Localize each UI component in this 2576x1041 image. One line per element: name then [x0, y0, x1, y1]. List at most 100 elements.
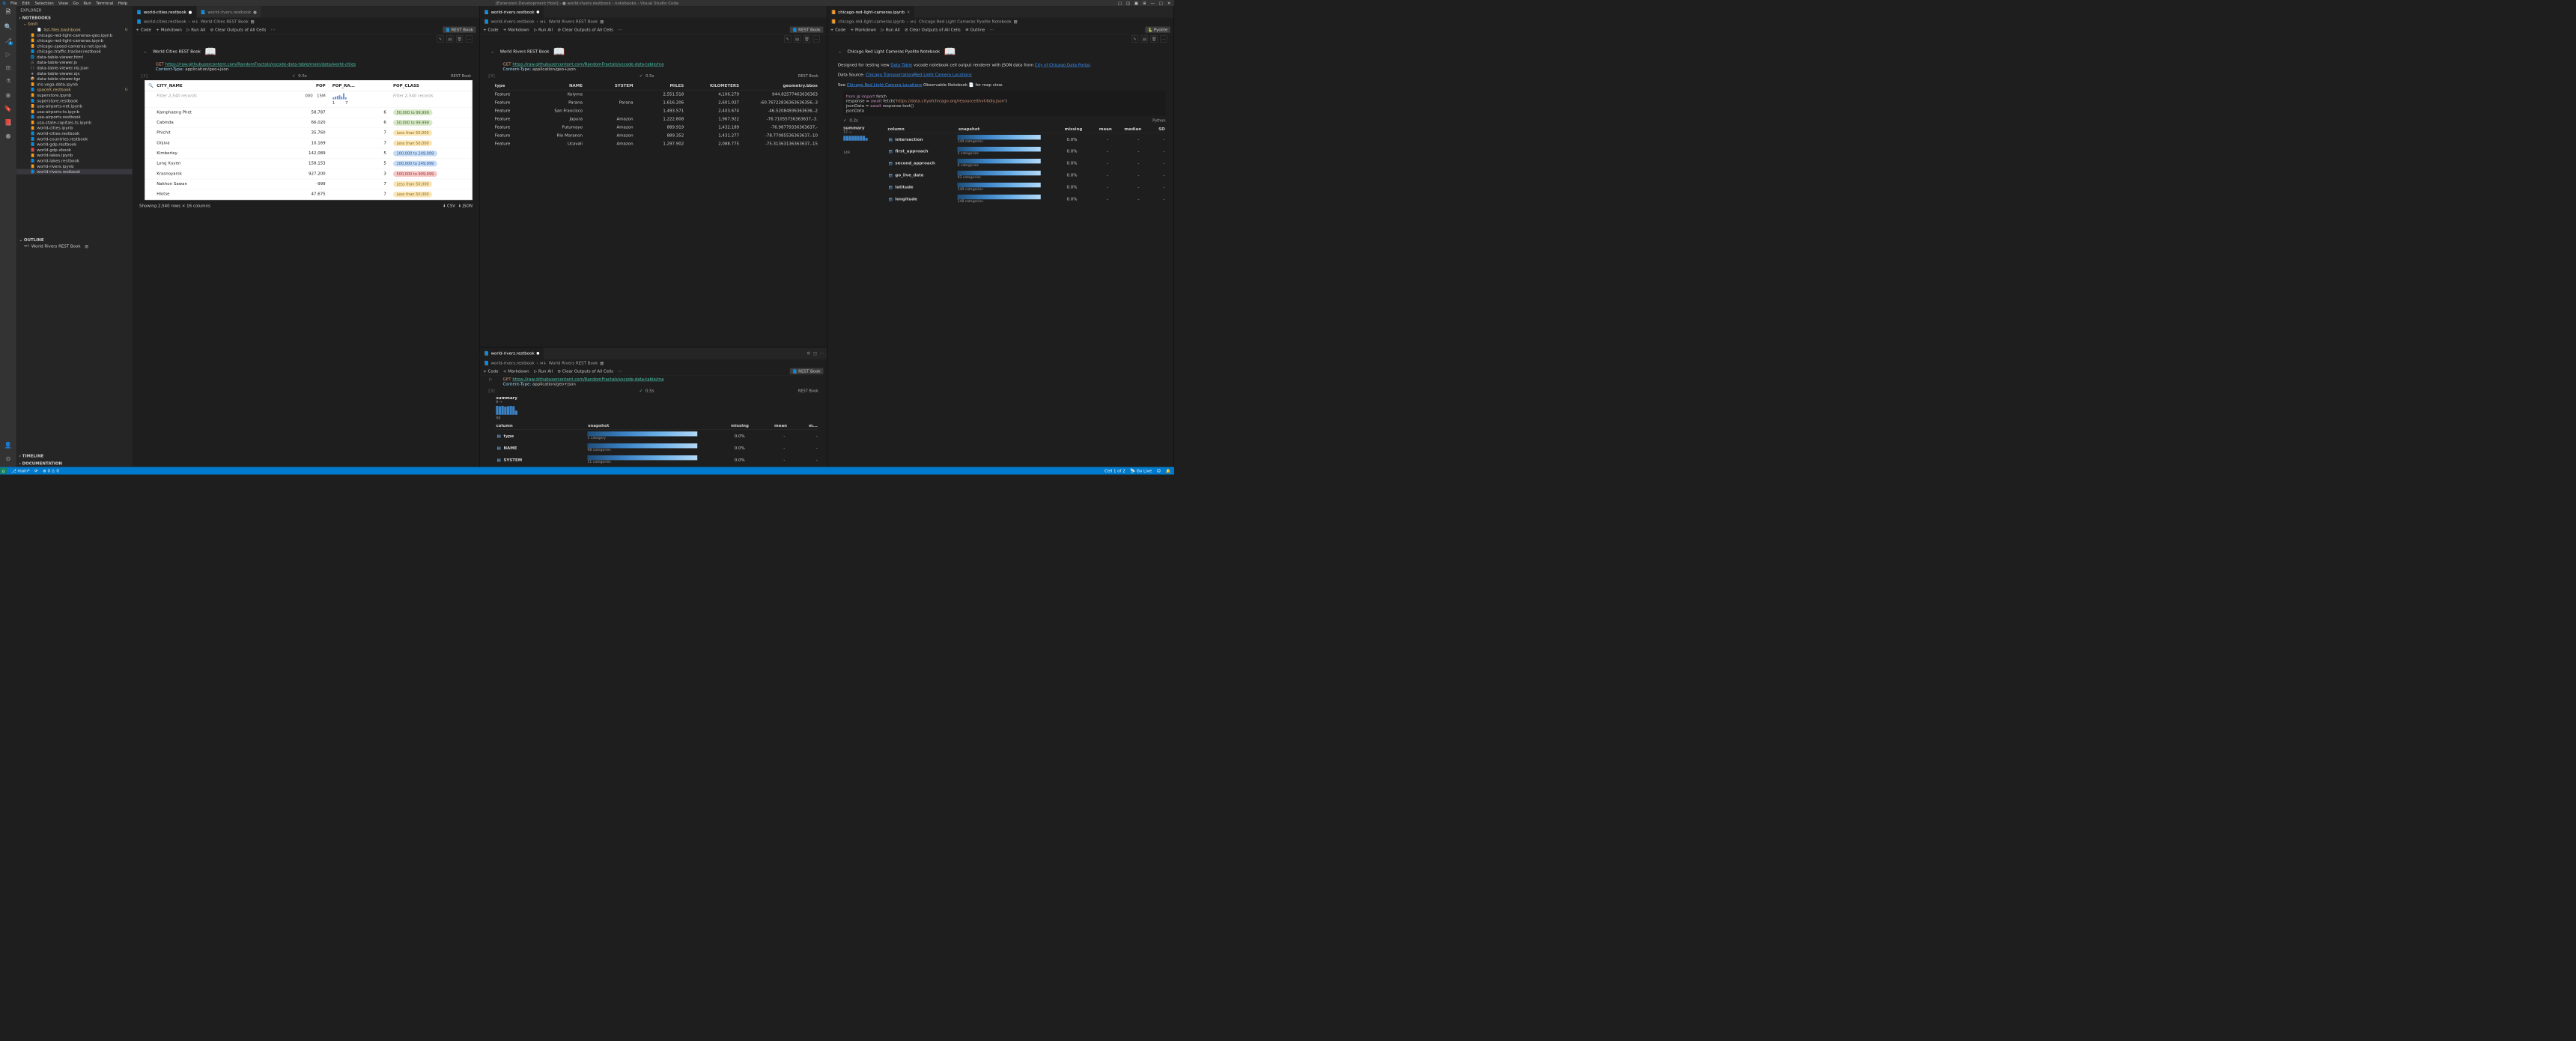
run-all-button[interactable]: ▷ Run All	[534, 27, 553, 31]
outline-button[interactable]: ≡ Outline	[965, 27, 985, 31]
file-item[interactable]: 📙world-cities.ipynb	[16, 125, 133, 130]
testing-icon[interactable]: ⚗	[4, 77, 12, 85]
file-item[interactable]: 📘spaceX.restbookU	[16, 87, 133, 92]
tab-world-rivers[interactable]: 📘world-rivers.restbook	[480, 6, 544, 17]
scm-icon[interactable]: ⎇2	[4, 36, 12, 44]
file-item[interactable]: 📘world-countries.restbook	[16, 136, 133, 142]
clear-button[interactable]: ⊘ Clear Outputs of All Cells	[557, 27, 613, 31]
kernel-picker[interactable]: 📘 REST Book	[443, 26, 476, 32]
menu-selection[interactable]: Selection	[34, 1, 53, 5]
breadcrumb[interactable]: 📘world-rivers.restbook›м↓World Rivers RE…	[480, 18, 827, 25]
menu-go[interactable]: Go	[73, 1, 79, 5]
file-item[interactable]: 📙superstore.ipynb	[16, 93, 133, 98]
docs-icon[interactable]: 📕	[4, 118, 12, 127]
clear-button[interactable]: ⊘ Clear Outputs of All Cells	[905, 27, 961, 31]
close-icon[interactable]: ✕	[1167, 1, 1171, 5]
add-code-button[interactable]: + Code	[483, 27, 498, 31]
add-markdown-button[interactable]: + Markdown	[503, 368, 529, 373]
menu-edit[interactable]: Edit	[22, 1, 30, 5]
explorer-icon[interactable]: 🗎	[4, 9, 12, 17]
add-code-button[interactable]: + Code	[483, 368, 498, 373]
more-icon[interactable]: ⋯	[990, 27, 994, 31]
file-item[interactable]: 📘world-cities.restbook	[16, 131, 133, 136]
minimize-icon[interactable]: —	[1150, 1, 1155, 5]
table-row[interactable]: FeatureUcavaliAmazon1,297.9022,088.775-7…	[493, 139, 820, 148]
table-row[interactable]: Phichit35,7607Less than 50,000	[145, 128, 473, 139]
file-item[interactable]: 📙chicago-speed-cameras-net.ipynb	[16, 43, 133, 49]
menu-run[interactable]: Run	[83, 1, 91, 5]
layout-icon[interactable]: ◫	[1126, 1, 1130, 5]
run-all-button[interactable]: ▷ Run All	[881, 27, 900, 31]
code-cell[interactable]: GET https://raw.githubusercontent.com/Ra…	[503, 61, 818, 71]
data-table[interactable]: 🔍 CITY_NAME POP POP_RA... POP_CLASS Filt…	[145, 80, 473, 200]
tab-world-cities[interactable]: 📘world-cities.restbook●	[133, 6, 196, 17]
cell-delete-icon[interactable]: 🗑	[1150, 35, 1157, 42]
file-item[interactable]: 📙usa-airports-net.ipynb	[16, 103, 133, 109]
search-icon[interactable]: 🔍	[4, 22, 12, 31]
file-item[interactable]: 📙usa-airports-ts.ipynb	[16, 109, 133, 114]
bash-file[interactable]: 📄list-files.bashbookU	[16, 27, 133, 32]
file-item[interactable]: 📙usa-state-capitals-ts.ipynb	[16, 120, 133, 125]
bash-folder[interactable]: ⌄bash	[16, 21, 133, 27]
summary-table[interactable]: column snapshot missing mean m... ▤type1…	[496, 422, 818, 465]
outline-item[interactable]: м↓World Rivers REST Book▦	[16, 243, 133, 249]
layout-icon[interactable]: ▣	[1134, 1, 1138, 5]
file-item[interactable]: 📘superstore.restbook	[16, 98, 133, 103]
cell-split-icon[interactable]: ▤	[794, 35, 801, 42]
table-row[interactable]: FeaturePutumayoAmazon889.9191,432.189-76…	[493, 123, 820, 131]
file-item[interactable]: 📙iris-vega-data.ipynb	[16, 82, 133, 87]
file-item[interactable]: 📙chicago-red-light-cameras-geo.ipynb	[16, 32, 133, 37]
table-row[interactable]: FeatureKolyma2,551.5184,106.279944.82577…	[493, 90, 820, 98]
code-cell[interactable]: from js import fetch response = await fe…	[843, 91, 1165, 116]
layout-icon[interactable]: ⊞	[1142, 1, 1146, 5]
timeline-section[interactable]: ›TIMELINE	[16, 452, 133, 459]
file-item[interactable]: JSdata-table-viewer.js	[16, 60, 133, 65]
kernel-picker[interactable]: 📘 REST Book	[790, 368, 824, 374]
data-table[interactable]: type NAME SYSTEM MILES KILOMETERS geomet…	[493, 81, 820, 148]
settings-icon[interactable]: ⚙	[806, 351, 810, 356]
cell-split-icon[interactable]: ▤	[446, 35, 453, 42]
file-item[interactable]: 📘usa-airports.restbook	[16, 115, 133, 120]
breadcrumb[interactable]: 📘world-cities.restbook›м↓World Cities RE…	[133, 18, 479, 25]
cell-more-icon[interactable]: ⋯	[1160, 35, 1167, 42]
json-button[interactable]: ⬇ JSON	[458, 204, 473, 208]
menu-file[interactable]: File	[10, 1, 17, 5]
table-row[interactable]: Onjiva10,1697Less than 50,000	[145, 139, 473, 149]
more-icon[interactable]: ⋯	[618, 27, 622, 31]
file-item[interactable]: 📕world-gdp.xbook	[16, 147, 133, 152]
file-item[interactable]: 📘world-rivers.restbook	[16, 169, 133, 174]
file-item[interactable]: 📙world-lakes.ipynb	[16, 153, 133, 158]
run-all-button[interactable]: ▷ Run All	[534, 368, 553, 373]
tab-chicago[interactable]: 📙chicago-red-light-cameras.ipynb✕	[827, 6, 914, 17]
file-item[interactable]: 📙chicago-red-light-cameras.ipynb	[16, 38, 133, 43]
menu-terminal[interactable]: Terminal	[96, 1, 113, 5]
file-item[interactable]: 📘world-gdp.restbook	[16, 142, 133, 147]
menu-view[interactable]: View	[58, 1, 68, 5]
table-row[interactable]: Kamphaeng Phet58,787650,000 to 99,999	[145, 108, 473, 118]
table-row[interactable]: Kimberley142,0895100,000 to 249,999	[145, 148, 473, 159]
csv-button[interactable]: ⬇ CSV	[443, 204, 455, 208]
menu-help[interactable]: Help	[118, 1, 127, 5]
tab-world-rivers[interactable]: 📘world-rivers.restbook●	[196, 6, 261, 17]
sync-icon[interactable]: ⟳	[34, 468, 38, 473]
breadcrumb[interactable]: 📙chicago-red-light-cameras.ipynb›м↓Chica…	[827, 18, 1173, 25]
maximize-icon[interactable]: ▢	[1158, 1, 1163, 5]
table-row[interactable]: Cabinda66,020650,000 to 99,999	[145, 118, 473, 128]
table-row[interactable]: FeatureRio MaranonAmazon889.3521,431.277…	[493, 131, 820, 139]
layout-icon[interactable]: ▢	[1117, 1, 1122, 5]
table-row[interactable]: Hlotse47,6757Less than 50,000	[145, 189, 473, 200]
account-icon[interactable]: 👤	[4, 441, 12, 449]
cell-split-icon[interactable]: ▤	[1141, 35, 1148, 42]
file-item[interactable]: 📙world-rivers.ipynb	[16, 163, 133, 169]
split-icon[interactable]: ◫	[813, 351, 817, 356]
table-row[interactable]: Nakhon Sawan-9997Less than 50,000	[145, 179, 473, 189]
file-item[interactable]: ◆data-table-viewer.ojs	[16, 70, 133, 76]
file-item[interactable]: {}data-table-viewer.nb.json	[16, 65, 133, 70]
kernel-picker[interactable]: 📘 REST Book	[790, 26, 824, 32]
extensions-icon[interactable]: ⊞	[4, 64, 12, 72]
outline-section[interactable]: ⌄OUTLINE	[16, 236, 133, 243]
file-item[interactable]: 🌐data-table-viewer.html	[16, 54, 133, 59]
feedback-icon[interactable]: ☺	[1156, 468, 1161, 473]
table-row[interactable]: FeatureSan Francisco1,493.5712,403.674-4…	[493, 106, 820, 115]
add-code-button[interactable]: + Code	[830, 27, 845, 31]
